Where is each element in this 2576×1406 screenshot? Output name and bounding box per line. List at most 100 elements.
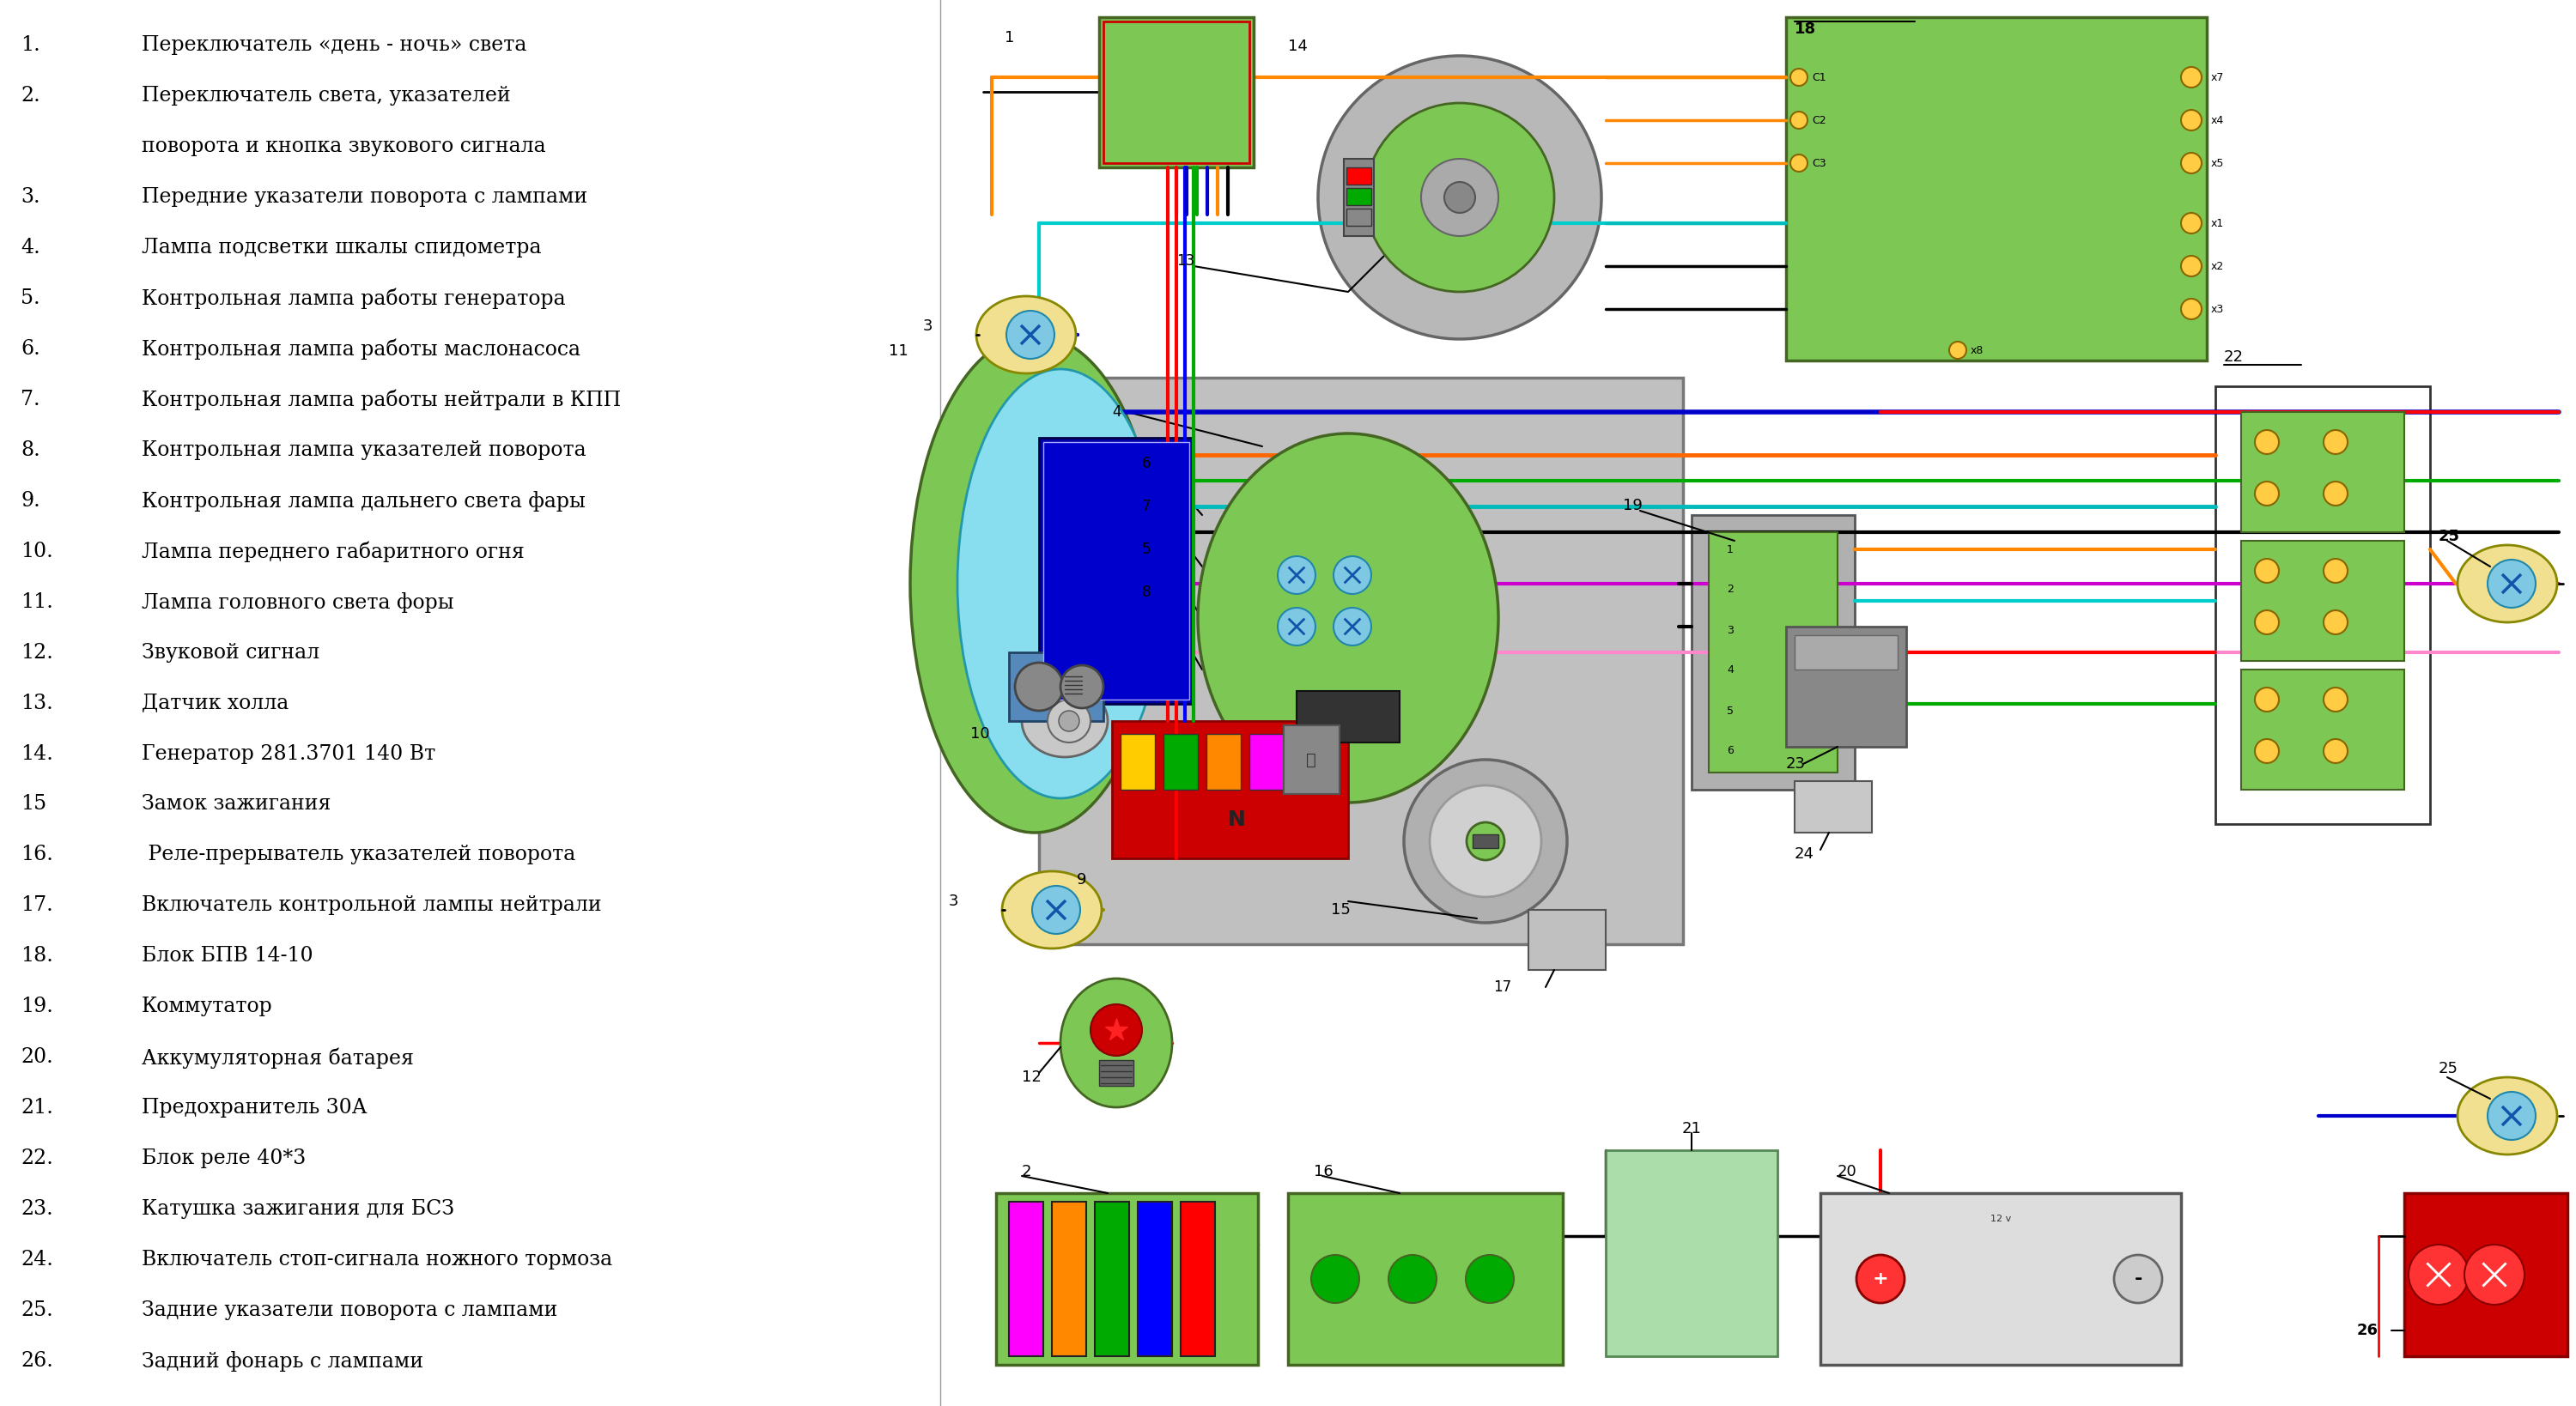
Text: 3.: 3.: [21, 187, 41, 207]
Text: 9: 9: [1077, 872, 1087, 887]
Circle shape: [1430, 786, 1540, 897]
Circle shape: [1061, 665, 1103, 709]
Circle shape: [1311, 1256, 1360, 1303]
Text: Аккумуляторная батарея: Аккумуляторная батарея: [142, 1047, 415, 1069]
Text: 12.: 12.: [21, 643, 54, 662]
Circle shape: [2254, 430, 2280, 454]
Ellipse shape: [1061, 979, 1172, 1108]
Bar: [1283, 725, 1340, 794]
Text: Задние указатели поворота с лампами: Задние указатели поворота с лампами: [142, 1301, 556, 1320]
Circle shape: [2488, 1092, 2535, 1140]
Circle shape: [1790, 155, 1808, 172]
Circle shape: [1466, 1256, 1515, 1303]
Bar: [1692, 515, 1855, 790]
Text: Задний фонарь с лампами: Задний фонарь с лампами: [142, 1351, 422, 1372]
Text: 10.: 10.: [21, 541, 54, 561]
Text: ⚿: ⚿: [1306, 751, 1316, 768]
Text: x2: x2: [2210, 260, 2223, 271]
Bar: [1345, 159, 1373, 236]
Bar: [1010, 1202, 1043, 1357]
Text: 23.: 23.: [21, 1199, 54, 1219]
Text: Блок БПВ 14-10: Блок БПВ 14-10: [142, 946, 314, 966]
Circle shape: [1278, 607, 1316, 645]
Text: Датчик холла: Датчик холла: [142, 693, 289, 713]
Circle shape: [2324, 481, 2347, 506]
Text: 1: 1: [1726, 544, 1734, 555]
Text: 25: 25: [2439, 1062, 2458, 1077]
Text: Предохранитель 30А: Предохранитель 30А: [142, 1098, 366, 1118]
Text: 21.: 21.: [21, 1098, 54, 1118]
Circle shape: [2409, 1244, 2468, 1305]
Bar: [1095, 1202, 1128, 1357]
Text: Звуковой сигнал: Звуковой сигнал: [142, 643, 319, 662]
Text: 6: 6: [1726, 745, 1734, 756]
Circle shape: [2254, 740, 2280, 763]
Text: 2: 2: [1726, 583, 1734, 595]
Text: 21: 21: [1682, 1121, 1700, 1136]
Circle shape: [2254, 558, 2280, 583]
Text: Включатель контрольной лампы нейтрали: Включатель контрольной лампы нейтрали: [142, 896, 603, 915]
Text: 15: 15: [21, 794, 46, 814]
Circle shape: [1445, 181, 1476, 212]
Bar: [1785, 627, 1906, 747]
Ellipse shape: [1365, 103, 1553, 292]
Text: 23: 23: [1785, 756, 1806, 772]
Text: 13: 13: [1177, 253, 1195, 269]
Text: 11: 11: [889, 343, 909, 359]
Bar: [1180, 1202, 1216, 1357]
Circle shape: [2465, 1244, 2524, 1305]
Bar: [1113, 721, 1347, 859]
Bar: [2403, 1194, 2568, 1357]
Bar: [1164, 734, 1198, 790]
Circle shape: [1334, 557, 1370, 593]
Circle shape: [2182, 256, 2202, 277]
Text: x5: x5: [2210, 157, 2223, 169]
Circle shape: [1090, 1004, 1141, 1056]
Bar: [2215, 387, 2429, 824]
Bar: [2241, 412, 2403, 533]
Text: 20: 20: [1837, 1164, 1857, 1180]
Bar: [1103, 21, 1249, 163]
Text: 5.: 5.: [21, 288, 41, 308]
Circle shape: [1334, 607, 1370, 645]
Text: 16.: 16.: [21, 845, 54, 865]
Circle shape: [1033, 886, 1079, 934]
Text: 3: 3: [922, 318, 933, 333]
Text: 14: 14: [1288, 38, 1309, 53]
Text: 3: 3: [1726, 624, 1734, 636]
Text: 17: 17: [1494, 980, 1512, 995]
Text: 26.: 26.: [21, 1351, 54, 1371]
Bar: [1249, 734, 1283, 790]
Bar: [2241, 669, 2403, 790]
Circle shape: [2115, 1256, 2161, 1303]
Circle shape: [1466, 823, 1504, 860]
Text: x8: x8: [1971, 344, 1984, 356]
Text: 8.: 8.: [21, 440, 41, 460]
Bar: [1010, 652, 1103, 721]
Circle shape: [2182, 298, 2202, 319]
Circle shape: [2254, 610, 2280, 634]
Text: 17.: 17.: [21, 896, 54, 915]
Circle shape: [1857, 1256, 1904, 1303]
Circle shape: [1790, 69, 1808, 86]
Text: 7: 7: [1141, 499, 1151, 515]
Text: 5: 5: [1726, 706, 1734, 716]
Bar: [1795, 636, 1899, 669]
Circle shape: [2182, 212, 2202, 233]
Text: x7: x7: [2210, 72, 2223, 83]
Bar: [1347, 188, 1370, 205]
Text: 6: 6: [1141, 456, 1151, 471]
Bar: [1043, 441, 1190, 700]
Bar: [1100, 1060, 1133, 1085]
Ellipse shape: [1002, 872, 1103, 949]
Text: 26: 26: [2357, 1323, 2378, 1339]
Ellipse shape: [976, 297, 1077, 374]
Text: 24.: 24.: [21, 1250, 54, 1270]
Circle shape: [1422, 159, 1499, 236]
Text: Катушка зажигания для БСЗ: Катушка зажигания для БСЗ: [142, 1199, 453, 1219]
Circle shape: [1404, 759, 1566, 922]
Bar: [1206, 734, 1242, 790]
Text: 11.: 11.: [21, 592, 54, 612]
Text: 9.: 9.: [21, 491, 41, 510]
Circle shape: [1048, 700, 1090, 742]
